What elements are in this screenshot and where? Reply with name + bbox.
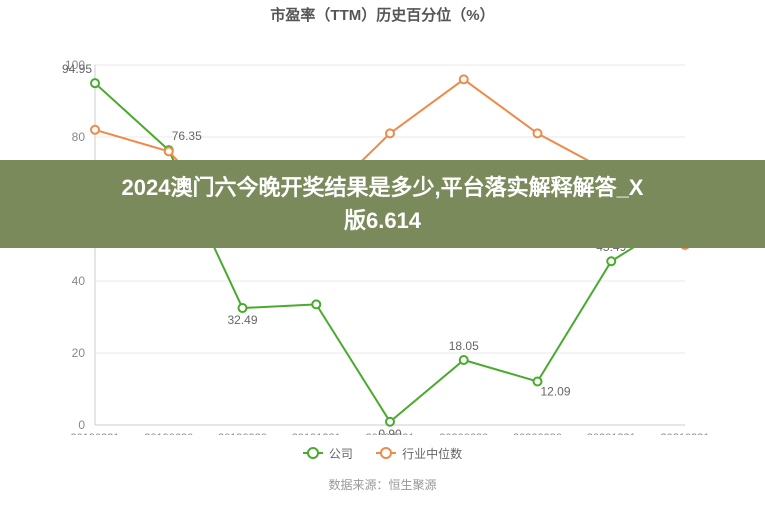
chart-container: 市盈率（TTM）历史百分位（%） 02040608010020190331201… bbox=[0, 0, 765, 517]
svg-text:40: 40 bbox=[72, 274, 86, 288]
overlay-line1: 2024澳门六今晚开奖结果是多少,平台落实解释解答_X bbox=[122, 171, 644, 204]
svg-text:76.35: 76.35 bbox=[172, 129, 202, 143]
legend-swatch-industry bbox=[376, 452, 396, 454]
legend-label-industry: 行业中位数 bbox=[402, 445, 462, 462]
svg-text:94.95: 94.95 bbox=[62, 62, 92, 76]
svg-text:0.90: 0.90 bbox=[378, 427, 402, 435]
legend-label-company: 公司 bbox=[329, 445, 353, 462]
svg-text:20191231: 20191231 bbox=[292, 432, 341, 435]
svg-text:20200630: 20200630 bbox=[439, 432, 488, 435]
svg-text:32.49: 32.49 bbox=[227, 313, 257, 327]
svg-text:20190930: 20190930 bbox=[218, 432, 267, 435]
svg-text:20: 20 bbox=[72, 346, 86, 360]
svg-text:12.09: 12.09 bbox=[540, 384, 570, 398]
svg-text:0: 0 bbox=[78, 418, 85, 432]
svg-text:18.05: 18.05 bbox=[449, 339, 479, 353]
legend-swatch-company bbox=[303, 452, 323, 454]
chart-legend: 公司 行业中位数 bbox=[0, 443, 765, 462]
overlay-line2: 版6.614 bbox=[122, 204, 644, 237]
overlay-banner: 2024澳门六今晚开奖结果是多少,平台落实解释解答_X 版6.614 bbox=[0, 160, 765, 248]
svg-text:20200930: 20200930 bbox=[513, 432, 562, 435]
source-prefix: 数据来源： bbox=[328, 478, 388, 492]
legend-item-industry: 行业中位数 bbox=[376, 445, 462, 462]
svg-text:20210331: 20210331 bbox=[661, 432, 710, 435]
source-value: 恒生聚源 bbox=[389, 478, 437, 492]
chart-title: 市盈率（TTM）历史百分位（%） bbox=[0, 0, 765, 25]
svg-text:20190331: 20190331 bbox=[71, 432, 120, 435]
svg-text:80: 80 bbox=[72, 130, 86, 144]
svg-text:20190630: 20190630 bbox=[144, 432, 193, 435]
data-source: 数据来源：恒生聚源 bbox=[0, 476, 765, 493]
legend-item-company: 公司 bbox=[303, 445, 353, 462]
svg-text:20201231: 20201231 bbox=[587, 432, 636, 435]
